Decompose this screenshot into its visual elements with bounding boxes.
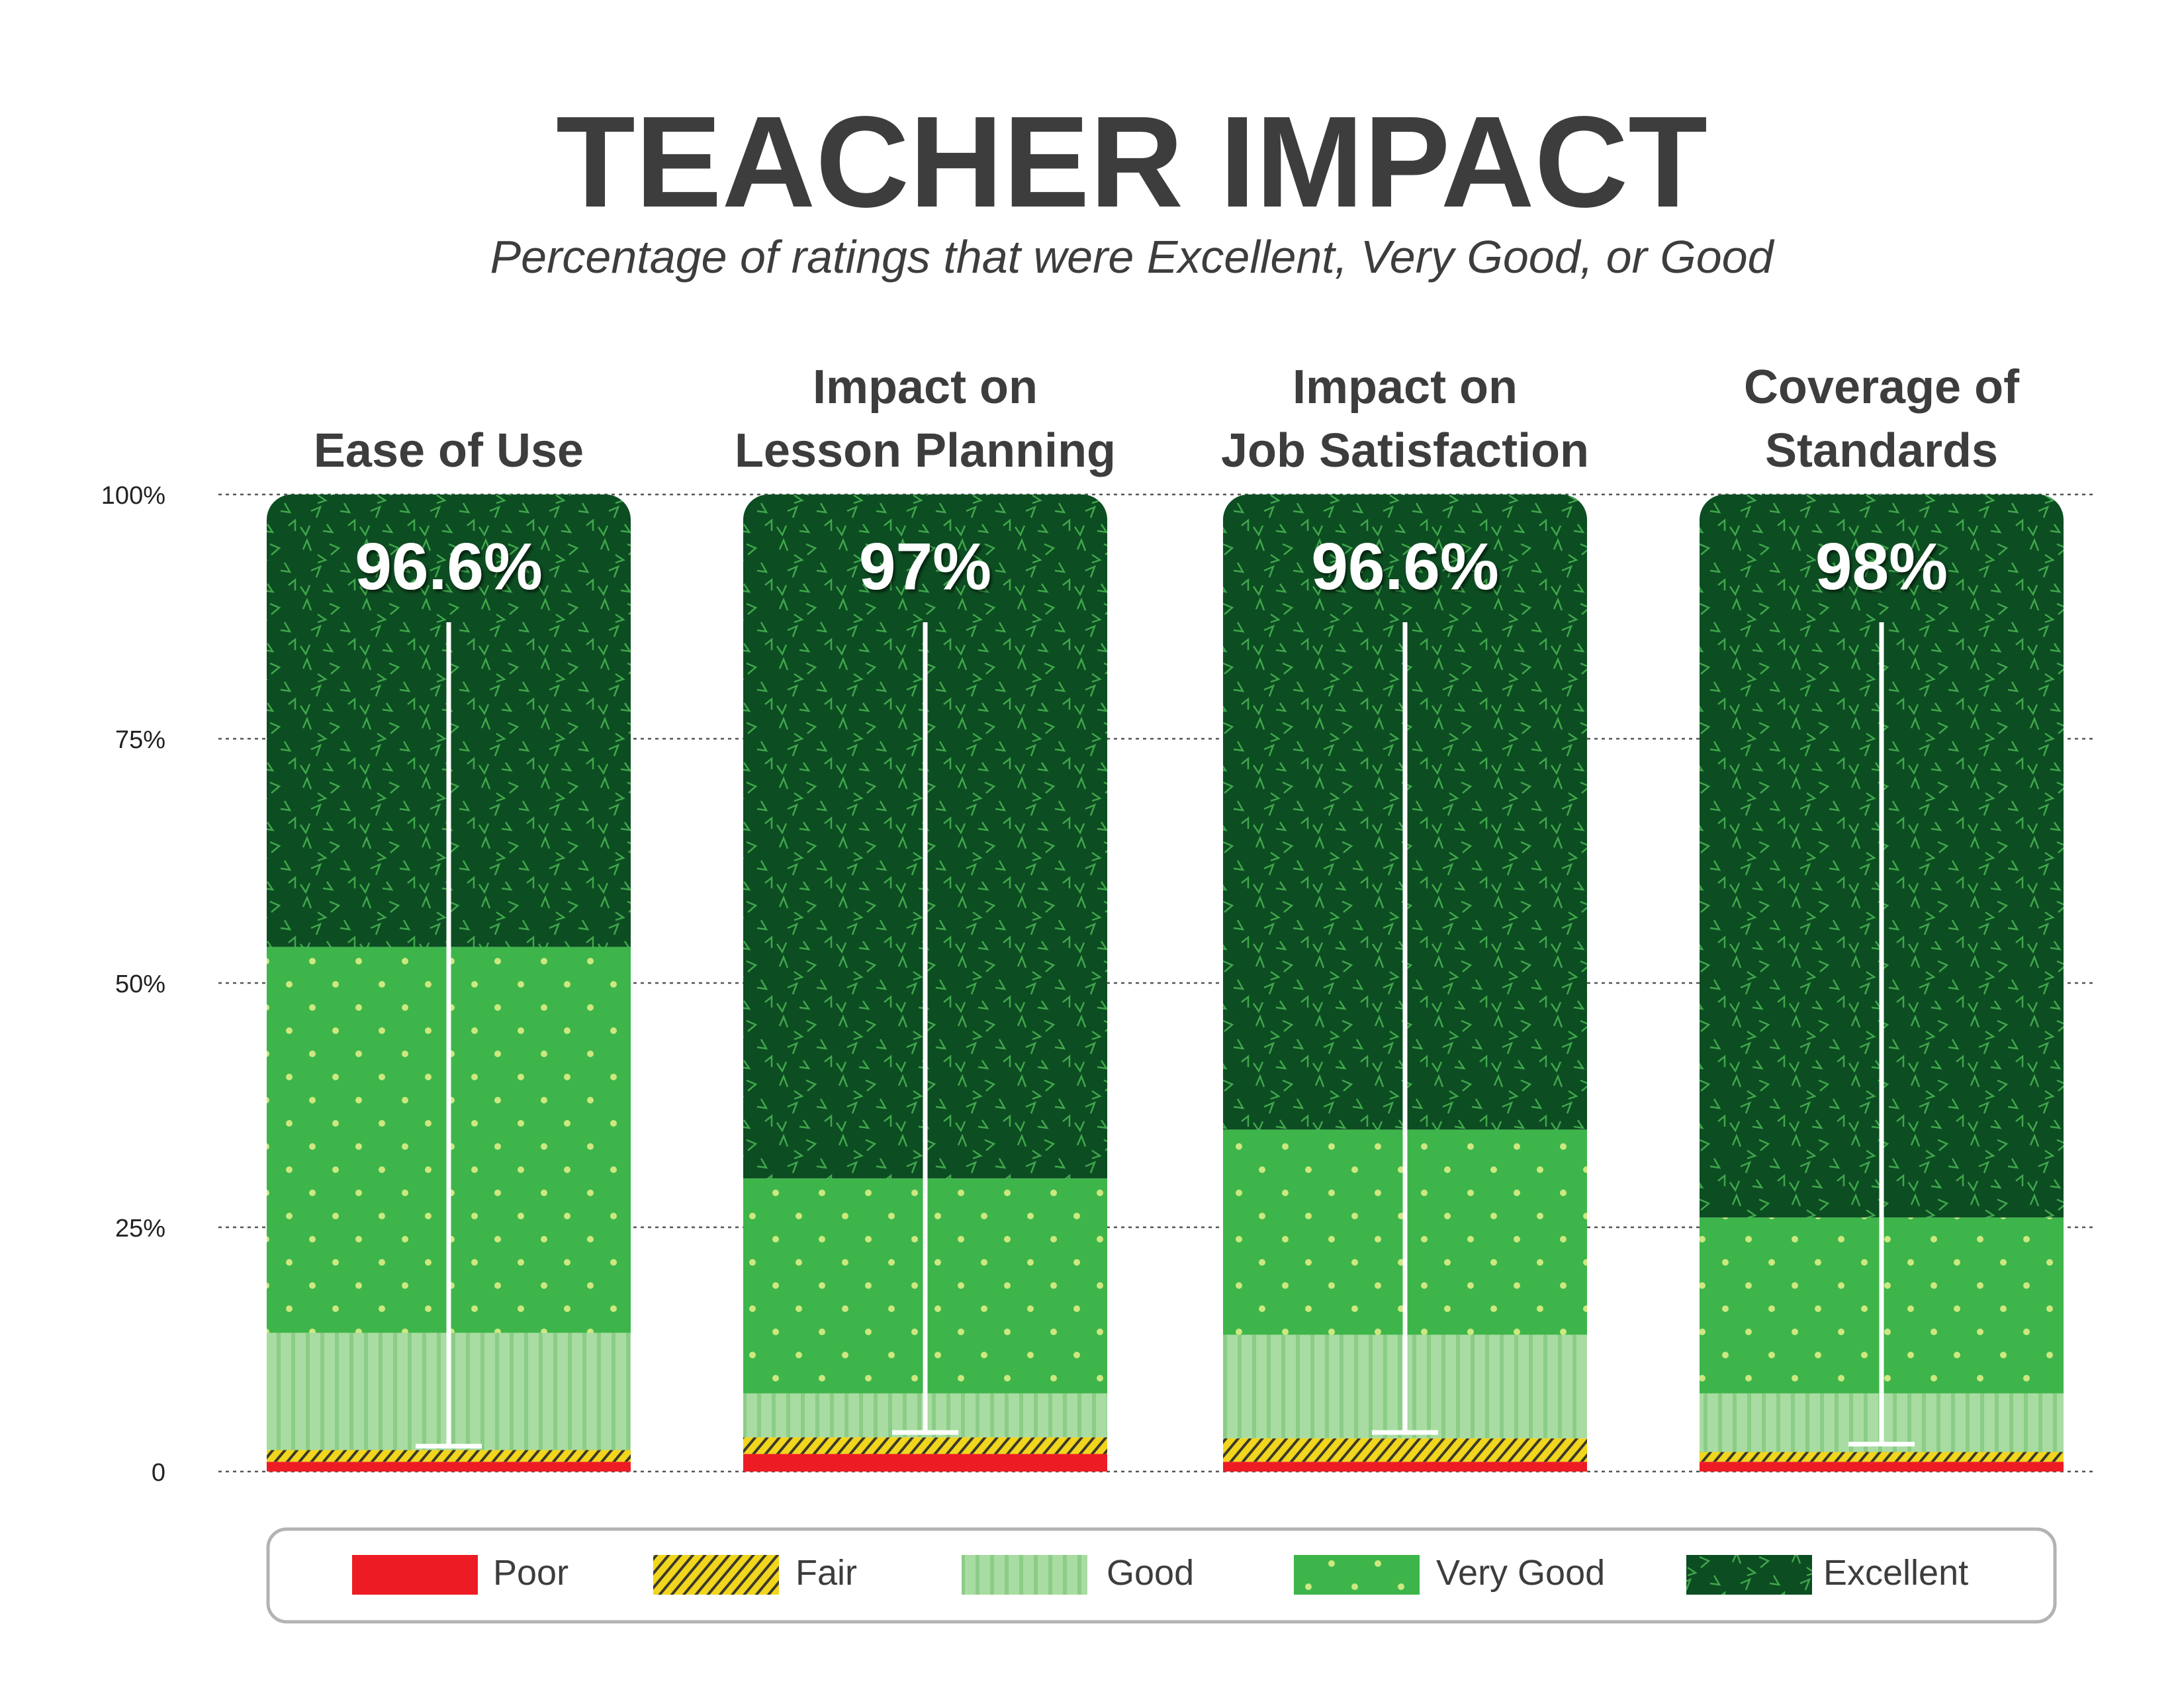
bar-segment-poor: [1223, 1462, 1587, 1472]
category-label: Coverage of: [1744, 361, 2020, 414]
category-label: Impact on: [813, 361, 1038, 414]
chart-title: TEACHER IMPACT: [556, 89, 1707, 234]
bar-segment-poor: [267, 1462, 631, 1472]
legend-label: Good: [1107, 1553, 1194, 1593]
y-tick-label: 25%: [115, 1215, 165, 1243]
category-label: Impact on: [1293, 361, 1518, 414]
bar-group: 96.6%: [1223, 494, 1587, 1472]
bar-segment-poor: [743, 1454, 1107, 1472]
bar-segment-poor: [1700, 1462, 2064, 1472]
bar-group: 97%: [743, 494, 1107, 1472]
legend-swatch-verygood: [1294, 1555, 1420, 1595]
y-tick-label: 100%: [101, 482, 165, 510]
legend-box: [266, 1527, 2057, 1624]
category-label: Job Satisfaction: [1221, 424, 1589, 477]
category-label: Ease of Use: [314, 424, 584, 477]
data-label: 96.6%: [1311, 530, 1499, 604]
chart-subtitle: Percentage of ratings that were Excellen…: [490, 231, 1774, 283]
category-label: Lesson Planning: [735, 424, 1116, 477]
y-tick-label: 0: [152, 1459, 165, 1487]
data-label: 96.6%: [355, 530, 543, 604]
y-axis-ticks: 0 25% 50% 75% 100%: [101, 482, 165, 1487]
legend-swatch-good: [962, 1555, 1087, 1595]
legend-swatch-fair: [653, 1555, 779, 1595]
legend-swatch-poor: [352, 1555, 478, 1595]
bar-segment-fair: [1700, 1452, 2064, 1462]
legend: Poor Fair Good Very Good Excellent: [266, 1527, 2057, 1624]
legend-swatch-excellent: [1686, 1555, 1812, 1595]
legend-label: Poor: [493, 1553, 569, 1593]
bar-segment-fair: [1223, 1438, 1587, 1462]
legend-label: Fair: [796, 1553, 857, 1593]
data-label: 98%: [1815, 530, 1948, 604]
y-tick-label: 50%: [115, 970, 165, 998]
bar-group: 98%: [1700, 494, 2064, 1472]
legend-label: Excellent: [1823, 1553, 1968, 1593]
y-tick-label: 75%: [115, 726, 165, 754]
category-label: Standards: [1765, 424, 1998, 477]
bar-segment-fair: [267, 1450, 631, 1462]
data-label: 97%: [859, 530, 991, 604]
category-labels: Ease of Use Impact on Lesson Planning Impac…: [314, 361, 2020, 477]
stacked-bars: 96.6% 97% 96.6% 98%: [267, 494, 2064, 1472]
bar-segment-fair: [743, 1437, 1107, 1454]
bar-group: 96.6%: [267, 494, 631, 1472]
legend-label: Very Good: [1436, 1553, 1605, 1593]
